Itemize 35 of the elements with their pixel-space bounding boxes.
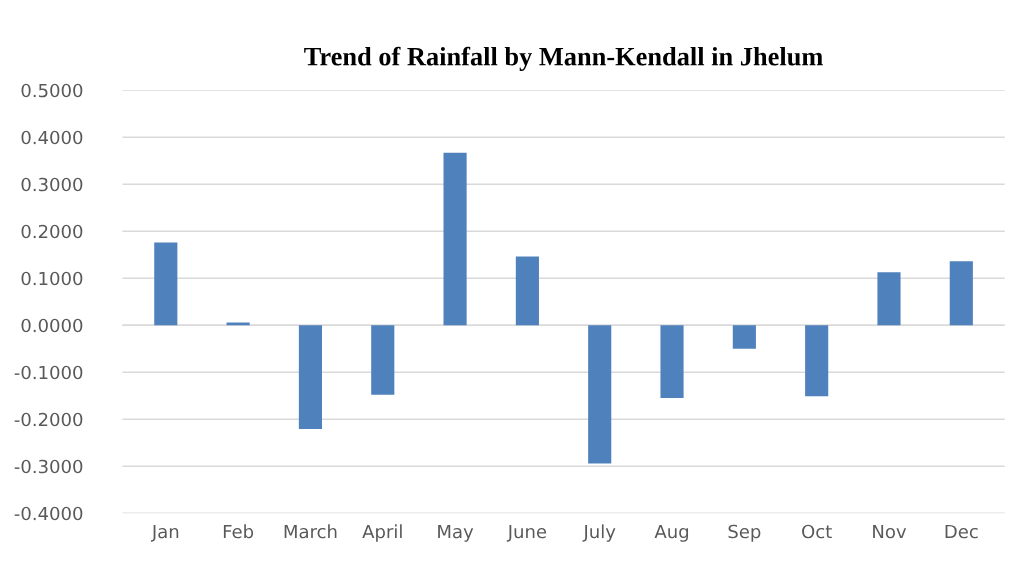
bar (805, 325, 829, 397)
x-tick-label: Jan (150, 524, 179, 542)
bar (443, 152, 467, 326)
x-tick-label: Sep (728, 524, 761, 542)
x-tick-label: March (284, 524, 337, 539)
x-tick-label: Nov (873, 524, 907, 539)
bar (660, 325, 684, 399)
x-tick-label: Dec (945, 524, 978, 539)
y-tick-label: -0.4000 (14, 506, 83, 521)
bar (732, 325, 756, 349)
y-tick-label: 0.4000 (21, 130, 83, 145)
y-tick-label: -0.3000 (14, 459, 83, 474)
x-tick-label: Feb (223, 524, 254, 539)
bar (877, 272, 901, 326)
y-tick-label: -0.1000 (14, 365, 83, 380)
y-tick-label: 0.3000 (21, 177, 83, 192)
x-tick-label: Aug (654, 524, 689, 542)
bar (154, 242, 178, 326)
bar (949, 261, 973, 326)
x-tick-label: Oct (802, 524, 832, 539)
y-tick-label: 0.1000 (21, 271, 83, 286)
chart-title: Trend of Rainfall by Mann-Kendall in Jhelum (304, 46, 823, 71)
bar (298, 325, 322, 430)
x-tick-label: July (582, 524, 616, 542)
bar (515, 256, 539, 326)
bar (226, 322, 250, 326)
bar (371, 325, 395, 395)
x-tick-label: April (362, 524, 402, 542)
y-tick-label: -0.2000 (14, 412, 83, 427)
bar (588, 325, 612, 464)
y-tick-label: 0.5000 (21, 83, 83, 98)
y-tick-label: 0.0000 (21, 318, 83, 333)
x-tick-label: June (506, 524, 547, 542)
x-tick-label: May (438, 524, 474, 542)
y-tick-label: 0.2000 (21, 224, 83, 239)
